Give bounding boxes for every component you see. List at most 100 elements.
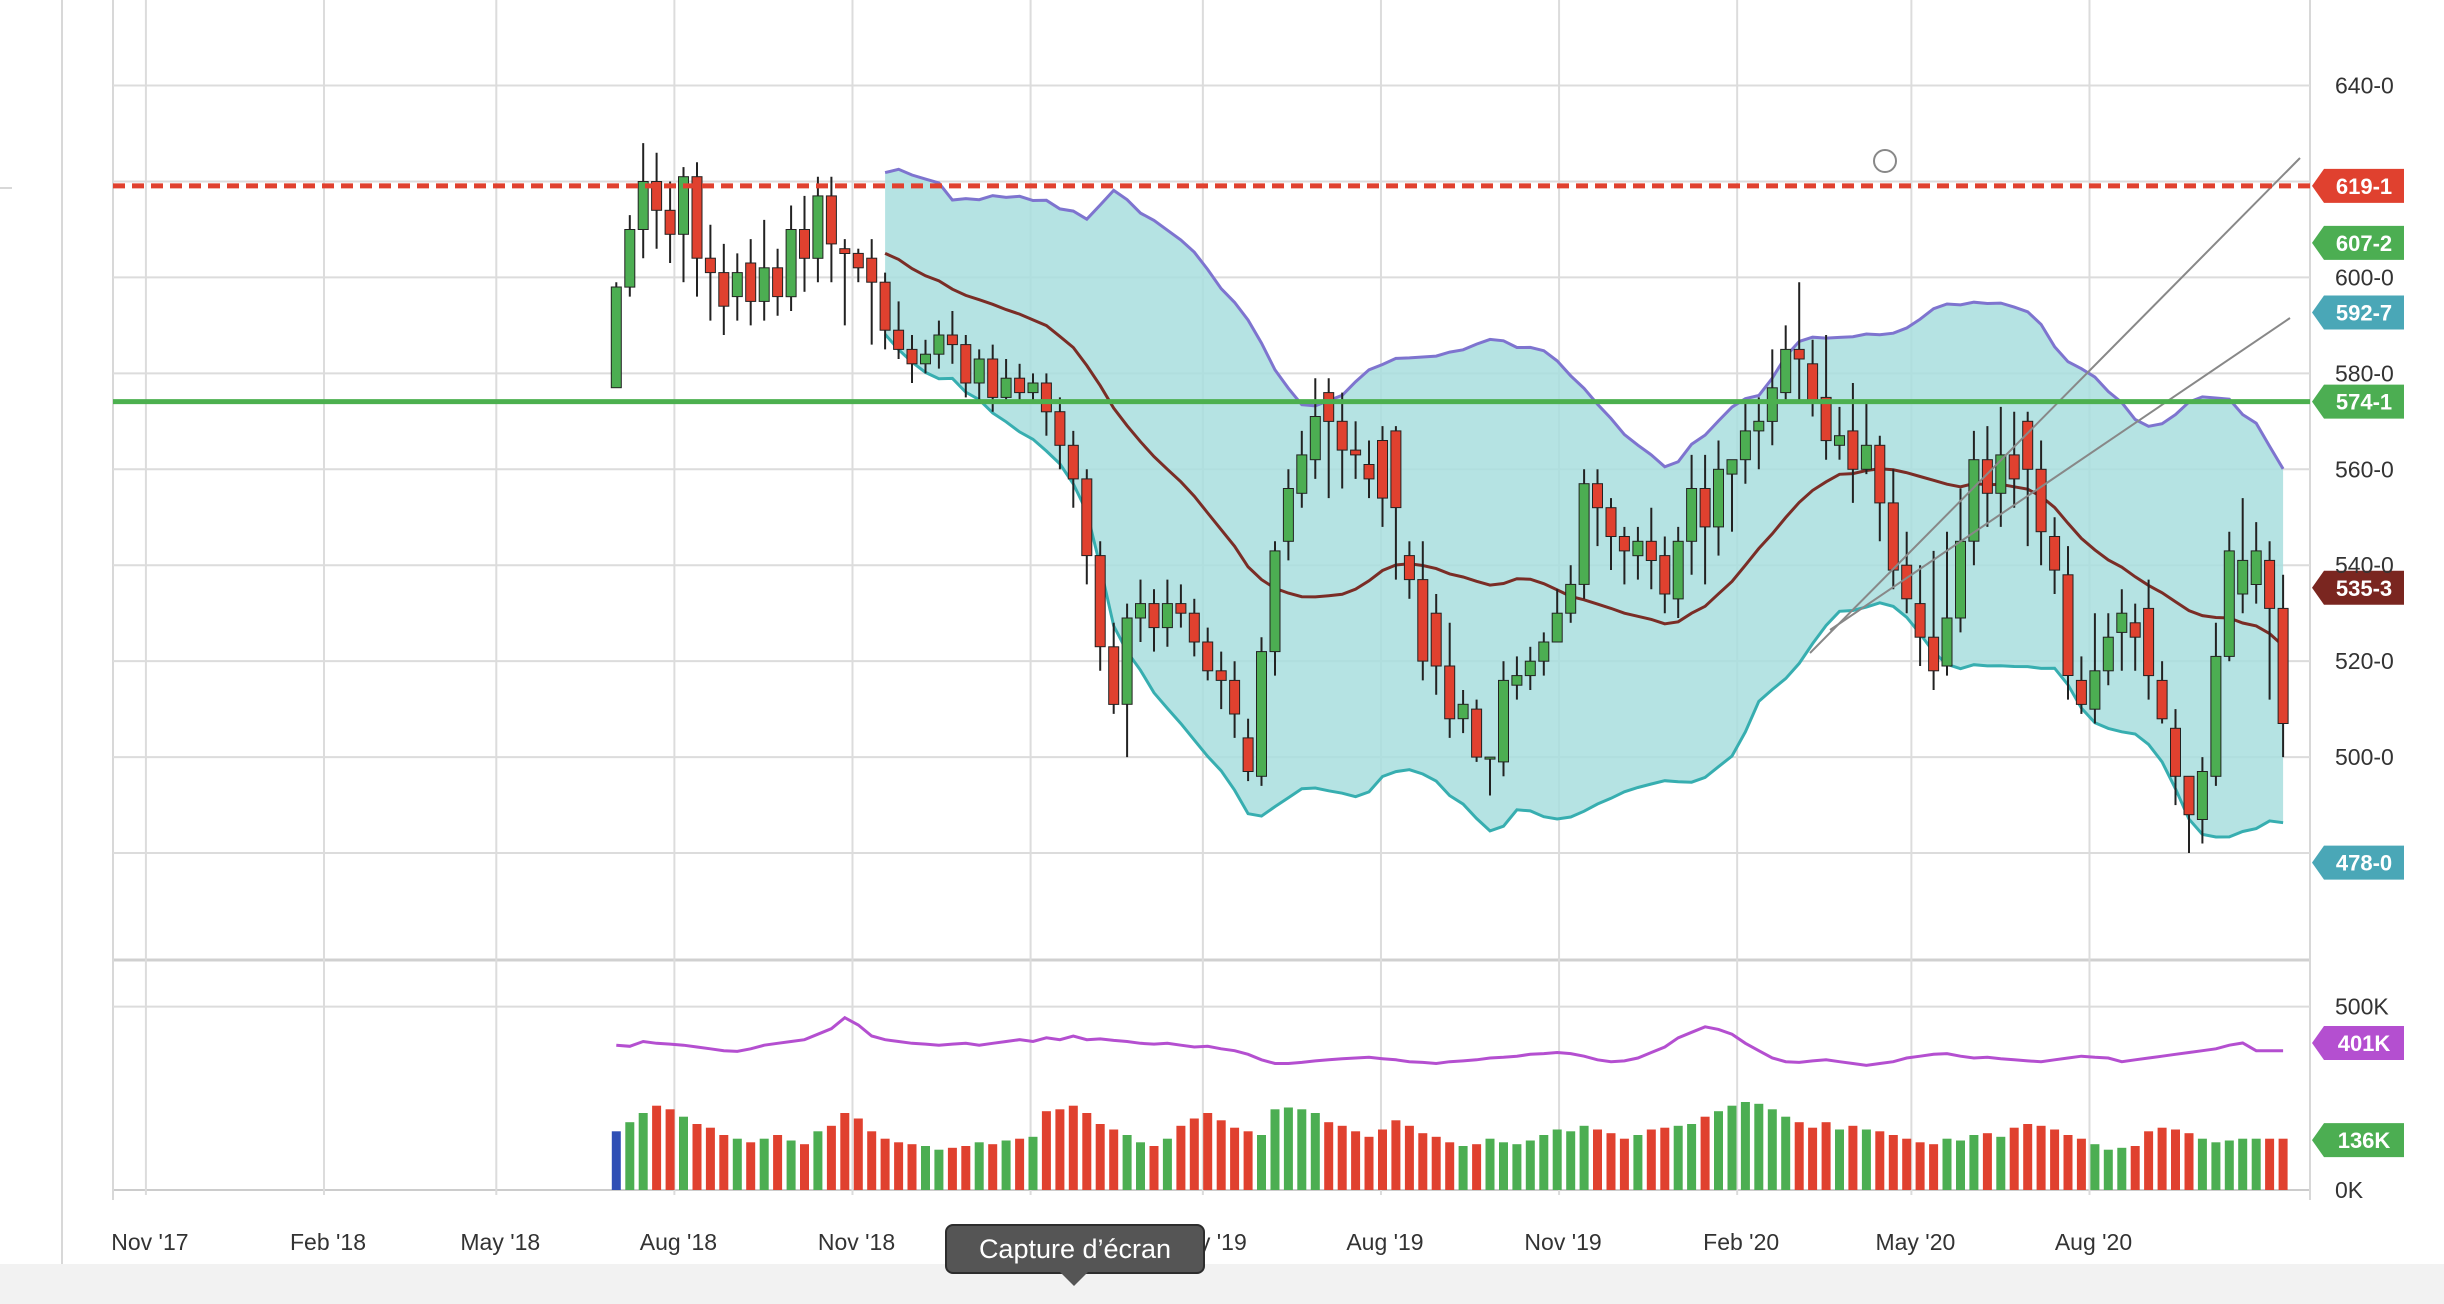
candle-body <box>866 257 878 283</box>
badge-shape <box>2312 384 2404 419</box>
candle-body <box>852 252 864 269</box>
badge-shape <box>2312 570 2404 605</box>
candle-body <box>2022 420 2034 470</box>
badge-label: 619-1 <box>2336 174 2392 199</box>
candle-body <box>664 209 676 235</box>
volume-bar <box>1418 1133 1428 1190</box>
price-tick-label: 500-0 <box>2335 744 2394 770</box>
candle-body <box>1054 411 1066 446</box>
volume-bar <box>1767 1109 1777 1190</box>
candle-body <box>1457 703 1469 720</box>
volume-bar <box>625 1122 635 1190</box>
volume-tick-label: 500K <box>2335 994 2389 1020</box>
axes: Nov '17 Feb '18 May '18 Aug '18 Nov '18 Feb '… <box>111 73 2394 1255</box>
candle-body <box>1135 603 1146 619</box>
volume-bar <box>1001 1140 1011 1190</box>
volume-bar <box>2076 1138 2086 1190</box>
candle-body <box>839 248 851 254</box>
candle-body <box>758 267 770 302</box>
candle-body <box>2210 655 2222 777</box>
volume-bar <box>1015 1138 1025 1190</box>
upper-band-line <box>884 167 2285 470</box>
x-tick-label: May '18 <box>460 1229 540 1255</box>
volume-bar <box>732 1138 742 1190</box>
badge-shape <box>2312 1123 2404 1158</box>
volume-bar <box>2117 1147 2127 1190</box>
candle-body <box>1000 377 1012 398</box>
candle-body <box>1430 612 1442 667</box>
volume-bar <box>1149 1146 1159 1190</box>
candle-body <box>2264 559 2276 609</box>
candle-body <box>1323 392 1335 422</box>
volume-bar <box>611 1131 621 1190</box>
volume-bar <box>813 1131 823 1190</box>
lower-band-line <box>883 333 2284 839</box>
volume-bar <box>705 1127 715 1190</box>
candles <box>610 143 2301 853</box>
candle-body <box>1807 363 1819 403</box>
volume-bar <box>2224 1140 2234 1190</box>
volume-bar <box>1969 1135 1979 1190</box>
candle-body <box>772 267 784 298</box>
volume-bar <box>921 1146 930 1190</box>
volume-bar <box>1700 1116 1710 1190</box>
candle-body <box>651 181 663 211</box>
x-tick-label: Nov '19 <box>1524 1229 1601 1255</box>
candle-body <box>1188 612 1200 643</box>
price-badge: 619-1 <box>2312 168 2404 203</box>
candle-body <box>1955 540 1966 619</box>
volume-bar <box>1364 1136 1374 1190</box>
volume-bar <box>1472 1144 1482 1190</box>
candle-body <box>1659 555 1671 595</box>
trend-line <box>1809 157 2301 654</box>
volume-bar <box>2130 1146 2140 1190</box>
candle-body <box>1027 382 1039 394</box>
candle-body <box>879 281 891 331</box>
volume-bar <box>1431 1136 1441 1190</box>
candle-body <box>1780 348 1792 394</box>
volume-bar <box>2211 1142 2221 1190</box>
volume-bar <box>1996 1136 2006 1190</box>
annotation-marker <box>1873 149 1897 173</box>
volume-bar <box>679 1116 688 1190</box>
volume-bar <box>638 1113 648 1190</box>
volume-bar <box>1942 1138 1952 1190</box>
candle-body <box>2062 574 2074 676</box>
candle-body <box>2170 727 2181 777</box>
price-badge: 401K <box>2312 1025 2404 1060</box>
candle-body <box>1175 603 1187 614</box>
candle-body <box>933 334 945 355</box>
candle-body <box>1605 507 1617 538</box>
candle-body <box>2089 670 2101 710</box>
volume-bar <box>1956 1140 1965 1190</box>
candle-body <box>1726 459 1738 475</box>
tooltip-arrow <box>1060 1272 1088 1286</box>
volume-bar <box>1391 1120 1401 1190</box>
candle-body <box>1524 660 1536 677</box>
volume-bar <box>1337 1125 1347 1190</box>
candle-body <box>2102 636 2114 672</box>
volume-bar <box>1861 1129 1871 1190</box>
volume-bar <box>1055 1109 1065 1190</box>
volume-bar <box>1257 1135 1266 1190</box>
trend-line <box>1829 317 2291 631</box>
price-badges: 619-1 607-2 592-7 574-1 535-3 478-0 401K 136K <box>2312 168 2404 1158</box>
volume-bar <box>2251 1138 2261 1190</box>
price-badge: 574-1 <box>2312 384 2404 419</box>
volume-bar <box>867 1131 877 1190</box>
candle-body <box>1820 396 1832 442</box>
volume-bar <box>665 1109 675 1190</box>
candle-body <box>1309 416 1321 461</box>
candle-body <box>2008 454 2020 480</box>
volume-bar <box>1754 1103 1764 1190</box>
candle-body <box>906 348 918 365</box>
candle-body <box>1981 459 1993 494</box>
volume-bar <box>1176 1125 1186 1190</box>
volume-bar <box>894 1142 904 1190</box>
candle-body <box>1014 377 1026 394</box>
candle-body <box>1686 488 1698 542</box>
volume-bar <box>1525 1140 1535 1190</box>
candle-body <box>1968 459 1980 542</box>
volume-bar <box>1136 1142 1145 1190</box>
